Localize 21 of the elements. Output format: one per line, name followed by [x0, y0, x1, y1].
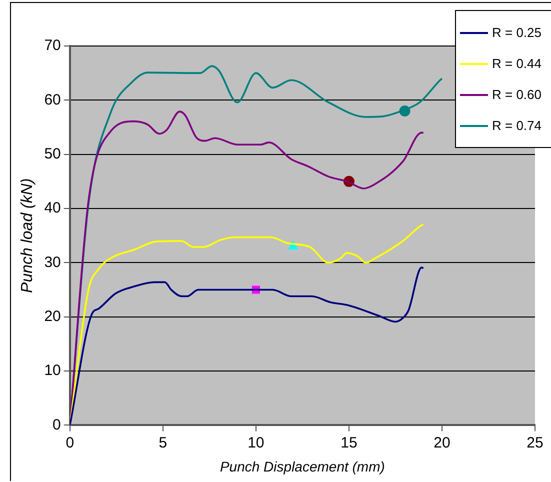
y-tick-label: 10 [44, 362, 61, 380]
y-tick-label: 0 [52, 416, 61, 434]
legend-label: R = 0.74 [492, 118, 542, 133]
legend-label: R = 0.60 [492, 87, 542, 102]
y-tick-label: 30 [44, 254, 61, 271]
x-tick-label: 20 [434, 434, 450, 452]
y-tick-label: 40 [44, 200, 61, 217]
x-tick-label: 10 [248, 434, 264, 452]
y-axis-title: Punch load (kN) [19, 178, 36, 293]
x-axis-title: Punch Displacement (mm) [220, 458, 385, 474]
x-tick-label: 15 [340, 434, 358, 452]
x-tick-label: 25 [526, 434, 544, 452]
y-tick-label: 60 [44, 91, 61, 108]
y-tick-label: 20 [44, 308, 61, 325]
legend-label: R = 0.25 [492, 25, 542, 40]
x-tick-label: 5 [158, 434, 168, 452]
y-tick-label: 50 [44, 145, 61, 162]
y-tick-label: 70 [44, 37, 61, 54]
line-series [70, 266, 424, 426]
x-tick-label: 0 [66, 434, 74, 452]
legend-label: R = 0.44 [492, 56, 542, 71]
